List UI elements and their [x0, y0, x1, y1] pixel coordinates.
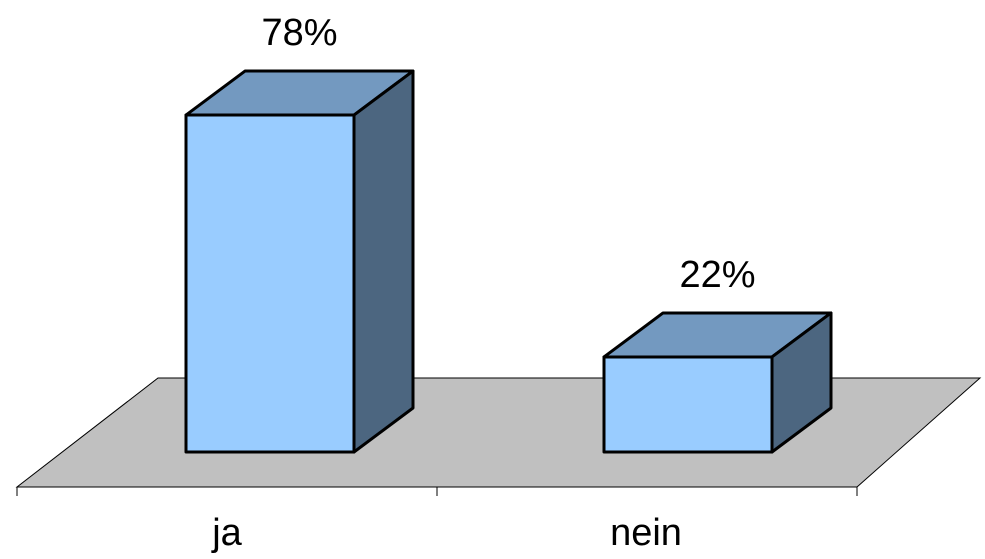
labels: 78% ja 22% nein [211, 12, 755, 554]
chart-floor [15, 377, 982, 488]
bars [184, 69, 833, 454]
bar-side-face [770, 311, 833, 454]
category-label-nein: nein [610, 512, 682, 554]
data-label-ja: 78% [261, 12, 337, 54]
bar-front-face [184, 113, 356, 454]
category-label-ja: ja [211, 512, 242, 554]
category-axis [16, 486, 858, 496]
bar-side-face [352, 69, 415, 454]
bar-nein [602, 311, 833, 454]
bar-ja [184, 69, 415, 454]
data-label-nein: 22% [679, 254, 755, 296]
bar-front-face [602, 355, 774, 454]
